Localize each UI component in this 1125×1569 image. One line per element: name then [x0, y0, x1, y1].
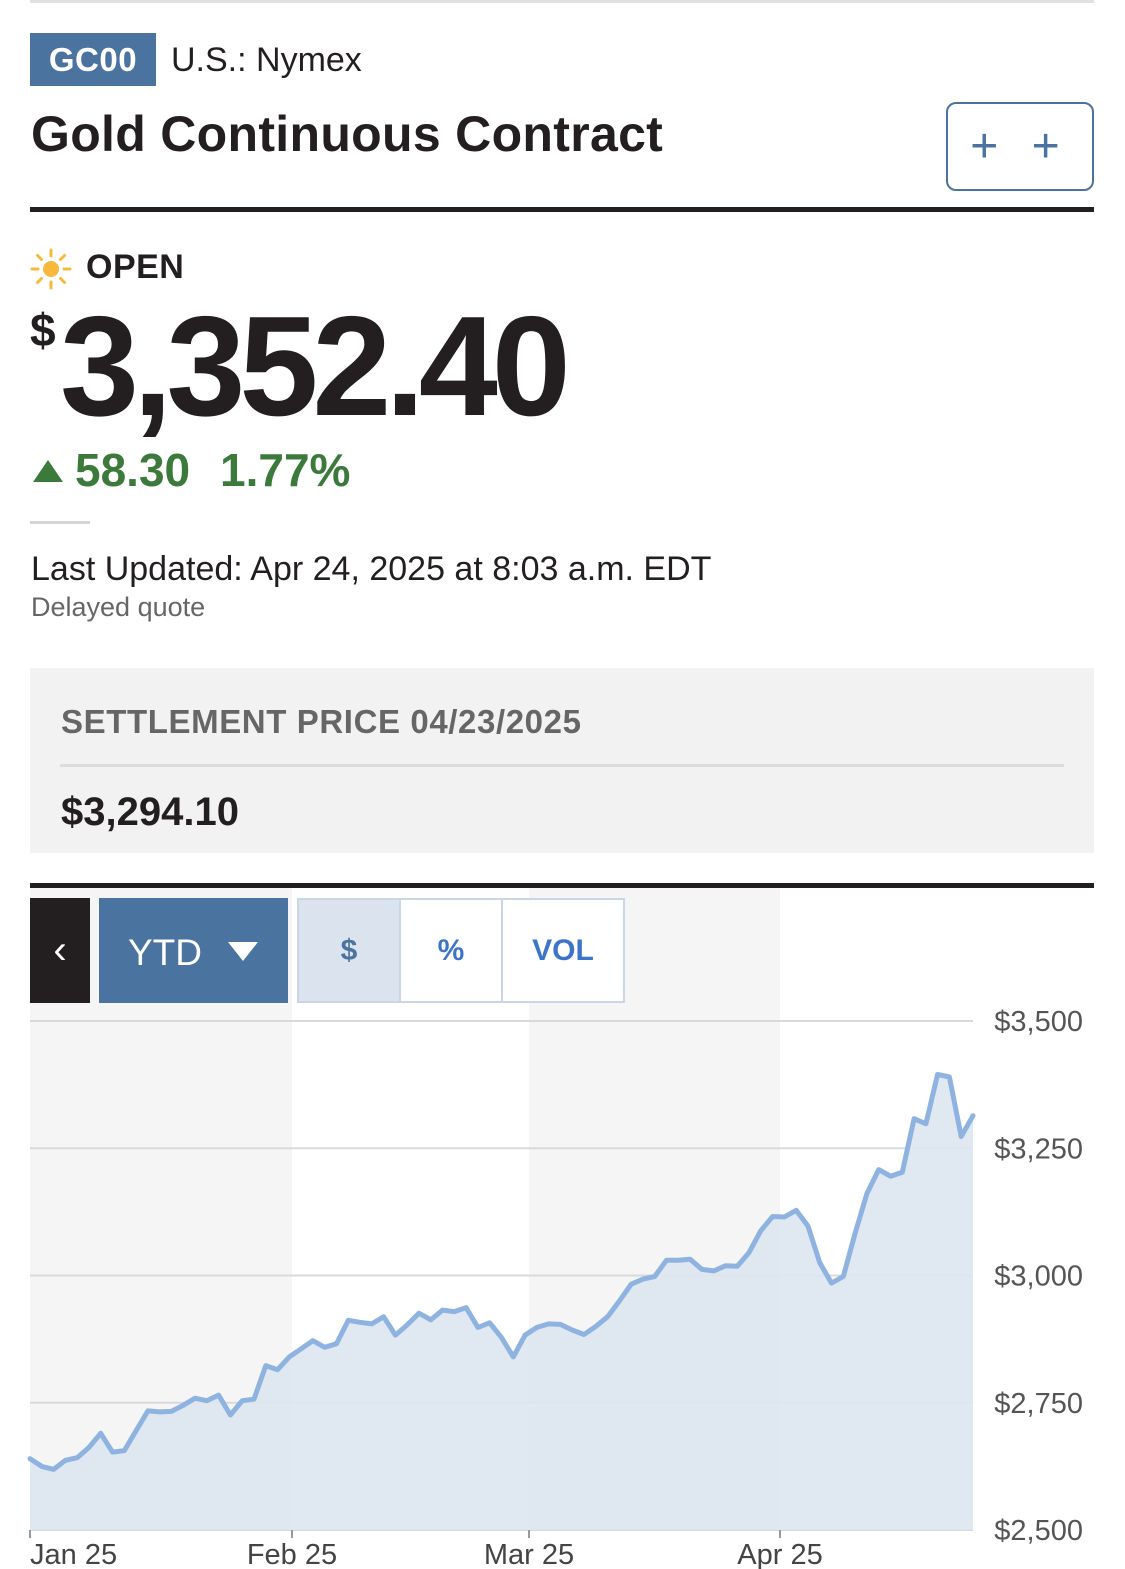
mode-percent-button[interactable]: % [399, 898, 503, 1003]
chevron-left-icon: ‹ [53, 928, 67, 972]
currency-symbol: $ [30, 304, 56, 356]
x-tick-label: Mar 25 [484, 1539, 574, 1569]
price-change-percent: 1.77% [220, 444, 351, 496]
delayed-quote-note: Delayed quote [31, 592, 206, 622]
y-tick-label: $3,000 [994, 1261, 1083, 1293]
price-change: 58.30 [75, 444, 191, 496]
price-area [30, 1074, 973, 1530]
y-tick-label: $2,500 [994, 1515, 1083, 1547]
settlement-label: SETTLEMENT PRICE 04/23/2025 [61, 703, 582, 740]
settlement-divider [60, 764, 1064, 767]
y-tick-label: $3,500 [994, 1006, 1083, 1038]
x-tick-label: Jan 25 [30, 1539, 117, 1569]
top-divider [30, 0, 1094, 3]
title-divider [30, 207, 1094, 212]
last-price: 3,352.40 [60, 287, 571, 446]
settlement-value: $3,294.10 [61, 790, 239, 834]
ticker-badge: GC00 [30, 33, 156, 86]
up-arrow-icon [33, 460, 63, 482]
quote-divider [30, 521, 90, 524]
exchange-label: U.S.: Nymex [171, 41, 362, 79]
market-status: OPEN [86, 248, 185, 286]
sun-icon [30, 248, 72, 290]
mode-dollar-button[interactable]: $ [297, 898, 401, 1003]
range-label: YTD [128, 932, 202, 973]
chart-back-button[interactable]: ‹ [30, 898, 90, 1003]
chart-divider [30, 883, 1094, 888]
x-tick-label: Apr 25 [737, 1539, 822, 1569]
add-to-watchlist-button[interactable]: + + [946, 102, 1094, 191]
caret-down-icon [228, 942, 258, 961]
price-line [27, 1071, 976, 1472]
y-tick-label: $3,250 [994, 1133, 1083, 1165]
y-tick-label: $2,750 [994, 1388, 1083, 1420]
last-updated: Last Updated: Apr 24, 2025 at 8:03 a.m. … [31, 550, 712, 588]
mode-volume-button[interactable]: VOL [501, 898, 625, 1003]
page-title: Gold Continuous Contract [31, 106, 664, 162]
x-tick-label: Feb 25 [247, 1539, 337, 1569]
settlement-panel [30, 668, 1094, 853]
